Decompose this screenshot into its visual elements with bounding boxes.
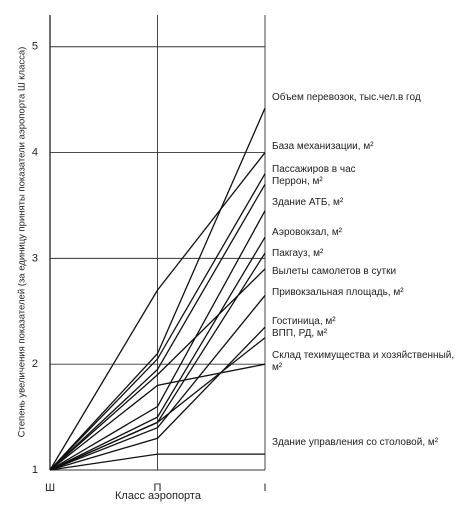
- y-tick-label: 2: [32, 358, 38, 370]
- line: [49, 268, 266, 471]
- line: [49, 294, 266, 471]
- legend-label: Привокзальная площадь, м²: [272, 287, 404, 298]
- y-tick-label: 5: [32, 41, 38, 53]
- legend-label: ВПП, РД, м²: [272, 328, 328, 339]
- y-tick-label: 1: [32, 464, 38, 476]
- line: [49, 236, 266, 471]
- legend-label: Объем перевозок, тыс.чел.в год: [272, 92, 421, 103]
- legend-label: Перрон, м²: [272, 176, 323, 187]
- x-tick-label: I: [263, 482, 266, 494]
- line: [49, 453, 265, 471]
- legend-label: Здание АТБ, м²: [272, 197, 344, 208]
- legend-label: Здание управления со столовой, м²: [272, 437, 439, 448]
- legend-label: Вылеты самолетов в сутки: [272, 266, 397, 277]
- y-tick-label: 4: [32, 146, 38, 158]
- line: [49, 326, 266, 471]
- line: [49, 337, 266, 471]
- y-axis-label: Степень увеличения показателей (за едини…: [17, 47, 28, 438]
- line: [49, 183, 266, 471]
- line: [49, 152, 266, 471]
- x-axis-label: Класс аэропорта: [115, 490, 202, 502]
- line: [49, 363, 266, 471]
- legend-label: Аэровокзал, м²: [272, 227, 343, 238]
- line: [49, 173, 266, 471]
- y-tick-label: 3: [32, 252, 38, 264]
- legend-label: База механизации, м²: [272, 141, 374, 152]
- x-tick-label: П: [154, 482, 162, 494]
- x-tick-label: Ш: [45, 482, 55, 494]
- line: [49, 107, 266, 471]
- line: [49, 210, 266, 471]
- legend-label: Склад техимущества и хозяйственный, м²: [272, 350, 455, 373]
- legend-label: Пассажиров в час: [272, 164, 356, 175]
- legend-label: Гостиница, м²: [272, 316, 336, 327]
- legend-label: Пакгауз, м²: [272, 248, 324, 259]
